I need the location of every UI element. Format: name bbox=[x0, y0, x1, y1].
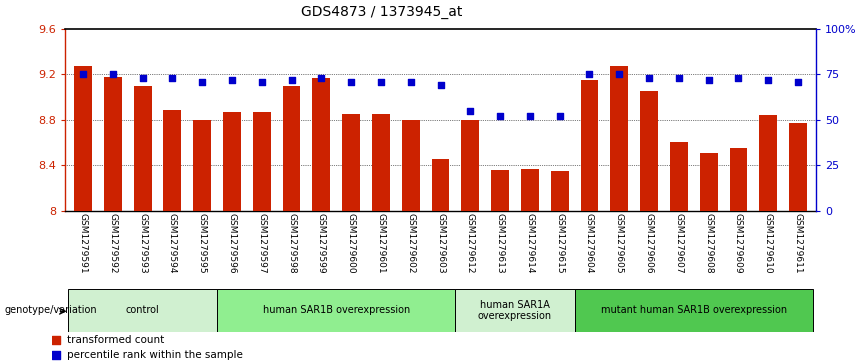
Text: GSM1279610: GSM1279610 bbox=[764, 213, 773, 273]
Bar bbox=[372, 114, 390, 211]
Point bbox=[523, 113, 536, 119]
Point bbox=[493, 113, 507, 119]
Text: genotype/variation: genotype/variation bbox=[4, 305, 97, 315]
Point bbox=[106, 72, 120, 77]
Bar bbox=[610, 66, 628, 211]
Bar bbox=[104, 77, 122, 211]
Bar bbox=[68, 289, 217, 332]
Point bbox=[672, 75, 686, 81]
Text: GSM1279603: GSM1279603 bbox=[436, 213, 445, 273]
Text: GSM1279605: GSM1279605 bbox=[615, 213, 624, 273]
Point bbox=[761, 77, 775, 83]
Bar bbox=[223, 112, 241, 211]
Text: GDS4873 / 1373945_at: GDS4873 / 1373945_at bbox=[301, 5, 463, 20]
Point bbox=[195, 79, 209, 85]
Point bbox=[464, 108, 477, 114]
Text: GSM1279607: GSM1279607 bbox=[674, 213, 683, 273]
Point bbox=[701, 77, 715, 83]
Bar bbox=[789, 123, 807, 211]
Text: GSM1279606: GSM1279606 bbox=[645, 213, 654, 273]
Point bbox=[345, 79, 358, 85]
Point bbox=[732, 75, 746, 81]
Bar bbox=[402, 120, 419, 211]
Point bbox=[374, 79, 388, 85]
Text: GSM1279597: GSM1279597 bbox=[257, 213, 266, 273]
Bar bbox=[729, 148, 747, 211]
Point bbox=[76, 72, 90, 77]
Point bbox=[255, 79, 269, 85]
Bar bbox=[194, 120, 211, 211]
Bar bbox=[670, 143, 687, 211]
Text: human SAR1B overexpression: human SAR1B overexpression bbox=[263, 305, 410, 315]
Bar bbox=[74, 66, 92, 211]
Bar bbox=[700, 153, 718, 211]
Text: GSM1279613: GSM1279613 bbox=[496, 213, 504, 273]
Point bbox=[135, 75, 149, 81]
Point bbox=[582, 72, 596, 77]
Point bbox=[314, 75, 328, 81]
Bar bbox=[551, 171, 569, 211]
Text: transformed count: transformed count bbox=[68, 335, 165, 345]
Text: GSM1279602: GSM1279602 bbox=[406, 213, 415, 273]
Bar bbox=[581, 80, 598, 211]
Bar bbox=[456, 289, 575, 332]
Text: GSM1279596: GSM1279596 bbox=[227, 213, 236, 273]
Bar bbox=[431, 159, 450, 211]
Bar bbox=[760, 115, 777, 211]
Point bbox=[791, 79, 805, 85]
Text: GSM1279604: GSM1279604 bbox=[585, 213, 594, 273]
Point bbox=[433, 82, 447, 88]
Text: GSM1279615: GSM1279615 bbox=[556, 213, 564, 273]
Point bbox=[166, 75, 180, 81]
Text: GSM1279599: GSM1279599 bbox=[317, 213, 326, 273]
Text: GSM1279611: GSM1279611 bbox=[793, 213, 803, 273]
Text: GSM1279595: GSM1279595 bbox=[198, 213, 207, 273]
Point bbox=[553, 113, 567, 119]
Text: GSM1279601: GSM1279601 bbox=[377, 213, 385, 273]
Bar bbox=[283, 86, 300, 211]
Bar bbox=[134, 86, 152, 211]
Point bbox=[225, 77, 239, 83]
Text: GSM1279600: GSM1279600 bbox=[346, 213, 356, 273]
Bar bbox=[521, 168, 539, 211]
Point bbox=[301, 274, 315, 280]
Text: GSM1279612: GSM1279612 bbox=[466, 213, 475, 273]
Text: human SAR1A
overexpression: human SAR1A overexpression bbox=[478, 299, 552, 321]
Text: GSM1279614: GSM1279614 bbox=[525, 213, 535, 273]
Text: GSM1279591: GSM1279591 bbox=[78, 213, 88, 273]
Text: GSM1279598: GSM1279598 bbox=[287, 213, 296, 273]
Point bbox=[301, 134, 315, 140]
Text: GSM1279593: GSM1279593 bbox=[138, 213, 147, 273]
Text: GSM1279592: GSM1279592 bbox=[108, 213, 117, 273]
Text: mutant human SAR1B overexpression: mutant human SAR1B overexpression bbox=[601, 305, 786, 315]
Bar bbox=[640, 91, 658, 211]
Bar bbox=[462, 120, 479, 211]
Point bbox=[285, 77, 299, 83]
Bar bbox=[163, 110, 181, 211]
Point bbox=[612, 72, 626, 77]
Bar bbox=[253, 112, 271, 211]
Bar bbox=[575, 289, 813, 332]
Bar bbox=[217, 289, 456, 332]
Bar bbox=[342, 114, 360, 211]
Bar bbox=[312, 78, 330, 211]
Text: GSM1279609: GSM1279609 bbox=[734, 213, 743, 273]
Point bbox=[404, 79, 418, 85]
Text: GSM1279594: GSM1279594 bbox=[168, 213, 177, 273]
Text: control: control bbox=[126, 305, 160, 315]
Point bbox=[642, 75, 656, 81]
Text: percentile rank within the sample: percentile rank within the sample bbox=[68, 350, 243, 360]
Text: GSM1279608: GSM1279608 bbox=[704, 213, 713, 273]
Bar bbox=[491, 170, 509, 211]
